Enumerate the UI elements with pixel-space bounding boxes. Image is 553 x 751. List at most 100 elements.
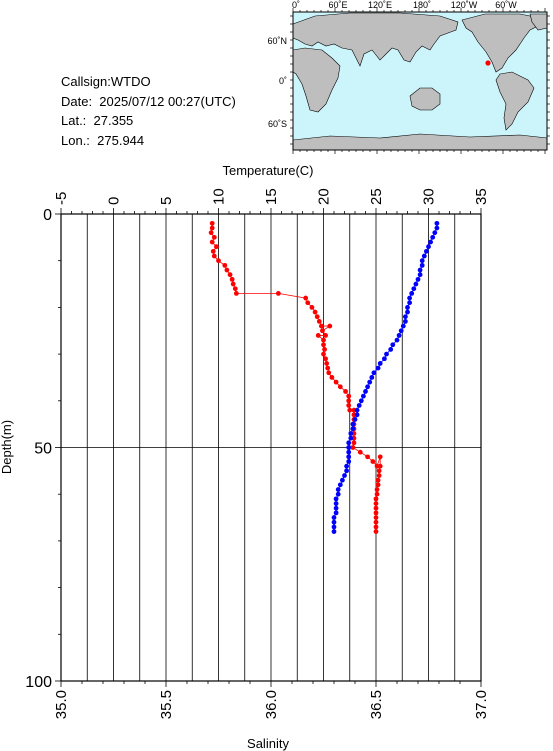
temperature-point	[323, 356, 328, 362]
temperature-point	[373, 515, 379, 520]
temperature-point	[329, 375, 335, 380]
temperature-point	[323, 333, 328, 338]
salinity-tick-label: 35.5	[158, 690, 175, 719]
salinity-point	[354, 412, 360, 418]
temperature-point	[211, 234, 217, 240]
map-land	[292, 12, 548, 151]
salinity-point	[396, 333, 402, 338]
salinity-point	[346, 440, 352, 446]
salinity-point	[419, 262, 425, 268]
temperature-point	[373, 505, 379, 511]
temperature-point	[320, 328, 325, 334]
salinity-point	[405, 309, 410, 315]
salinity-point	[421, 253, 427, 259]
salinity-point	[358, 398, 364, 404]
salinity-point	[377, 361, 383, 366]
temperature-point	[325, 365, 331, 371]
temperature-point	[322, 347, 327, 352]
temperature-point	[376, 468, 382, 474]
temperature-point	[209, 220, 215, 226]
salinity-point	[333, 501, 339, 506]
salinity-point	[367, 379, 373, 385]
temperature-point	[343, 389, 348, 394]
salinity-point	[346, 449, 352, 455]
temperature-point	[321, 351, 326, 357]
temperature-point	[209, 239, 215, 245]
salinity-point	[407, 300, 412, 306]
land-australia	[409, 87, 441, 111]
temperature-point	[208, 230, 214, 236]
temperature-point	[305, 300, 311, 306]
temperature-point	[377, 454, 383, 460]
temperature-point	[303, 295, 309, 301]
map-lon-label: 120˚W	[451, 0, 478, 10]
salinity-point	[434, 225, 440, 231]
series-layer	[208, 220, 440, 534]
temperature-point	[373, 519, 379, 525]
temperature-tick-label: 15	[263, 188, 280, 205]
salinity-point	[348, 435, 354, 441]
salinity-point	[415, 276, 421, 282]
salinity-point	[352, 417, 358, 422]
salinity-point	[337, 482, 343, 488]
salinity-point	[342, 473, 347, 478]
temperature-point	[211, 253, 217, 259]
salinity-point	[403, 314, 408, 320]
temperature-point	[233, 290, 239, 296]
temperature-point	[321, 337, 326, 343]
temperature-tick-label: 35	[473, 188, 490, 205]
depth-tick-label: 50	[34, 441, 52, 458]
salinity-point	[424, 248, 429, 254]
salinity-point	[371, 370, 377, 376]
temperature-point	[327, 323, 333, 329]
temperature-point	[373, 529, 379, 534]
map-left-labels: 60˚N 0˚ 60˚S	[267, 36, 287, 129]
temperature-point	[374, 487, 380, 492]
temperature-point	[346, 403, 352, 408]
salinity-point	[350, 426, 356, 432]
salinity-point	[354, 407, 360, 413]
temperature-axis-title: Temperature(C)	[222, 163, 313, 178]
salinity-point	[340, 477, 345, 483]
map-top-labels: 0˚ 60˚E 120˚E 180˚ 120˚W 60˚W	[292, 0, 517, 10]
temperature-tick-labels: -5 0 5 10 15 20 25 30 35	[53, 188, 490, 205]
temperature-point	[209, 225, 215, 231]
depth-tick-labels: 0 50 100	[25, 207, 52, 691]
map-lon-label: 180˚	[413, 0, 431, 10]
map-lon-label: 120˚E	[368, 0, 392, 10]
latitude-text: Lat.: 27.355	[61, 113, 134, 128]
salinity-point	[413, 281, 419, 287]
temperature-point	[347, 407, 353, 413]
temperature-point	[326, 370, 332, 376]
profile-chart: -5 0 5 10 15 20 25 30 35 35.0 35.5 36.0 36.5 37.0 05…	[0, 163, 490, 751]
temperature-point	[373, 501, 379, 506]
salinity-point	[333, 505, 339, 511]
salinity-point	[331, 529, 337, 534]
temperature-point	[319, 323, 324, 329]
temperature-point	[346, 398, 352, 404]
temperature-tick-label: 10	[211, 188, 228, 205]
temperature-point	[375, 477, 381, 483]
temperature-point	[376, 473, 382, 478]
salinity-point	[417, 272, 423, 278]
temperature-point	[315, 333, 321, 338]
salinity-tick-labels: 35.0 35.5 36.0 36.5 37.0	[53, 690, 490, 719]
salinity-point	[432, 230, 438, 236]
temperature-point	[312, 309, 318, 315]
salinity-point	[335, 487, 341, 492]
temperature-point	[321, 342, 326, 348]
salinity-tick-label: 36.5	[368, 690, 385, 719]
temperature-point	[316, 319, 322, 324]
salinity-point	[430, 234, 436, 240]
temperature-point	[373, 524, 379, 530]
depth-axis-title: Depth(m)	[0, 420, 14, 474]
temperature-tick-label: 5	[158, 197, 175, 205]
map-lat-label: 60˚N	[267, 36, 287, 46]
callsign-text: Callsign:WTDO	[61, 74, 151, 89]
temperature-point	[309, 305, 315, 310]
salinity-point	[348, 431, 354, 436]
salinity-point	[409, 290, 415, 296]
salinity-point	[346, 445, 352, 450]
axis-tick-marks	[55, 208, 482, 687]
